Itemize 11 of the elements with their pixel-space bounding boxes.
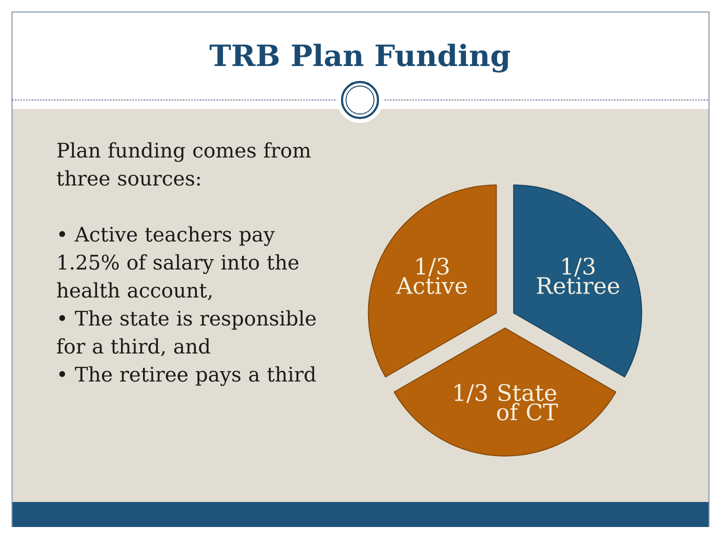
text: • Active teachers pay 1.25% of salary into the health account, bbox=[57, 226, 298, 300]
chart-title: TRB Plan Funding bbox=[210, 44, 510, 73]
slice-label: Retiree bbox=[536, 277, 620, 294]
text: • The state is responsible for a third, and bbox=[57, 310, 316, 356]
text: • The retiree pays a third bbox=[59, 366, 316, 386]
data-label: 1/3 bbox=[454, 384, 487, 403]
slice-label: Active bbox=[396, 277, 467, 294]
text: Plan funding comes from three sources: bbox=[56, 142, 311, 186]
data-label: 1/3 bbox=[416, 258, 449, 277]
slice-label: State of CT bbox=[497, 384, 558, 420]
data-label: 1/3 bbox=[562, 258, 595, 277]
